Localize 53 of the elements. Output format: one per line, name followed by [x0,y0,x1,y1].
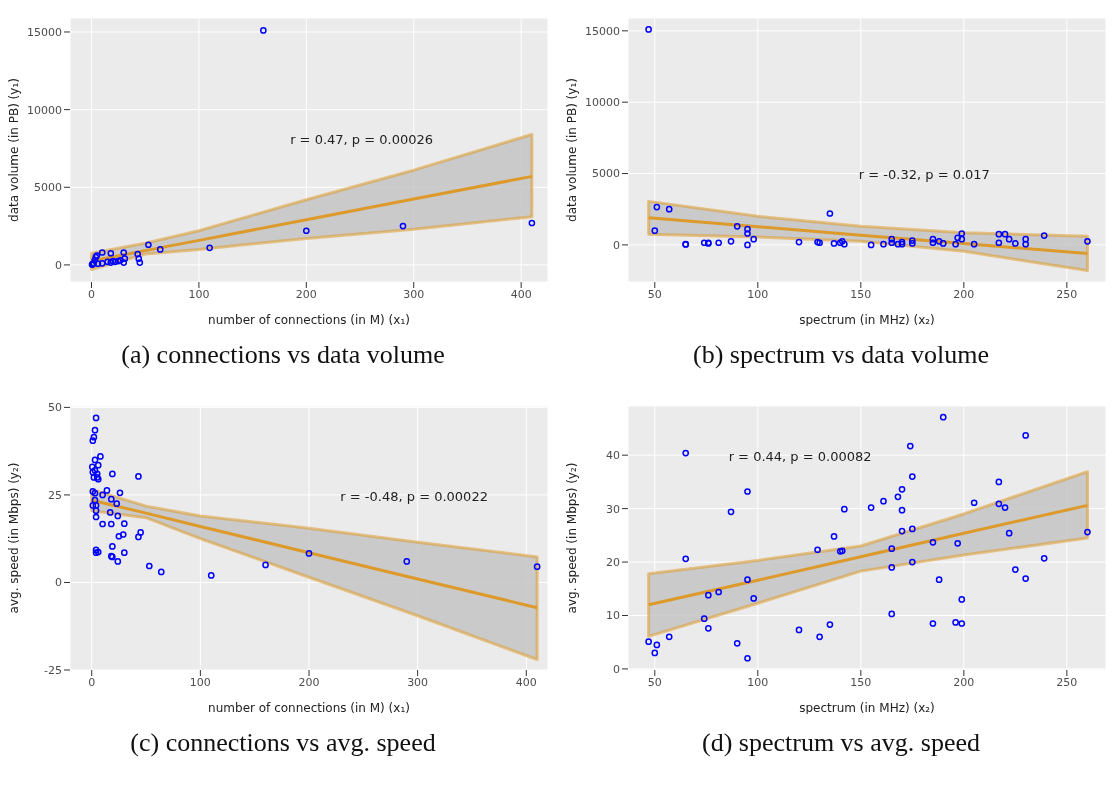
x-tick-label: 100 [747,287,769,301]
y-tick-label: 20 [606,555,620,569]
x-tick-label: 100 [189,675,211,689]
x-tick-label: 100 [747,675,769,689]
text: (c) connections vs avg. speed [129,728,437,758]
text: (d) spectrum vs avg. speed [701,728,981,758]
y-tick-label: 0 [55,576,62,590]
x-tick-label: 200 [953,675,975,689]
x-tick-label: 150 [850,287,872,301]
x-axis-title: spectrum (in MHz) (x₂) [799,313,935,327]
x-tick-label: 250 [1056,675,1078,689]
y-tick-label: 0 [613,238,620,252]
annotation: r = -0.32, p = 0.017 [858,166,990,182]
y-tick-label: 0 [55,258,62,272]
x-axis-title: number of connections (in M) (x₁) [208,701,410,715]
y-tick-label: 10000 [585,96,620,110]
y-tick-label: 5000 [34,181,62,195]
x-tick-label: 300 [403,287,425,301]
x-tick-label: 50 [647,675,662,689]
x-axis-title: number of connections (in M) (x₁) [208,313,410,327]
x-tick-label: 200 [298,675,320,689]
y-tick-label: -25 [44,663,62,677]
y-tick-label: 25 [48,488,62,502]
y-tick-label: 40 [606,449,620,463]
x-tick-label: 300 [407,675,429,689]
y-axis-title: avg. speed (in Mbps) (y₂) [565,462,580,614]
x-axis-title: spectrum (in MHz) (x₂) [799,701,935,715]
x-tick-label: 200 [295,287,317,301]
y-tick-label: 50 [48,401,62,415]
x-tick-label: 0 [88,675,96,689]
x-tick-label: 400 [510,287,532,301]
annotation: r = 0.47, p = 0.00026 [290,131,434,147]
y-axis-title: data volume (in PB) (y₁) [565,78,580,222]
y-tick-label: 10000 [27,103,62,117]
x-tick-label: 250 [1056,287,1078,301]
y-axis-title: avg. speed (in Mbps) (y₂) [7,462,22,614]
x-tick-label: 50 [647,287,662,301]
y-tick-label: 15000 [585,24,620,38]
y-axis-title: data volume (in PB) (y₁) [7,78,22,222]
x-tick-label: 200 [953,287,975,301]
text: (a) connections vs data volume [120,340,446,370]
y-tick-label: 0 [613,662,620,676]
y-tick-label: 15000 [27,25,62,39]
text: (b) spectrum vs data volume [692,340,990,370]
x-tick-label: 0 [87,287,95,301]
annotation: r = -0.48, p = 0.00022 [340,488,488,504]
x-tick-label: 400 [515,675,537,689]
annotation: r = 0.44, p = 0.00082 [728,448,872,464]
x-tick-label: 150 [850,675,872,689]
y-tick-label: 30 [606,502,620,516]
x-tick-label: 100 [188,287,210,301]
y-tick-label: 5000 [592,167,620,181]
y-tick-label: 10 [606,609,620,623]
